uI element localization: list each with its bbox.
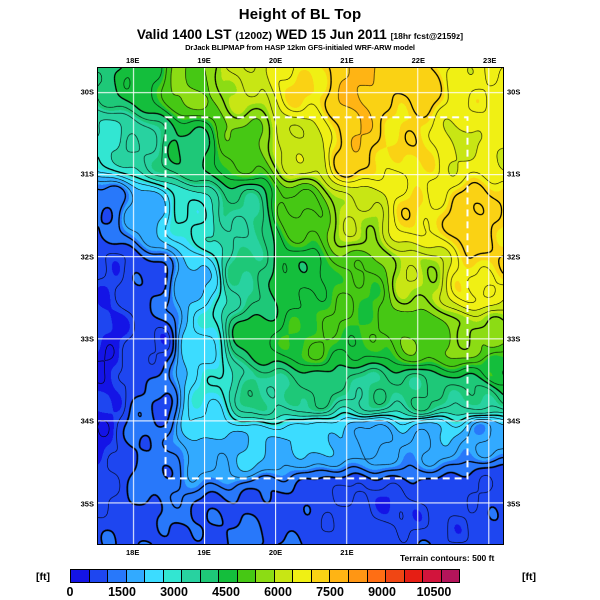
colorbar-tick-4500: 4500 — [212, 585, 240, 599]
lon-tick-bottom-19E: 19E — [197, 548, 211, 557]
colorbar-swatch-1 — [89, 570, 109, 582]
lat-tick-left-31S: 31S — [80, 169, 94, 179]
lat-tick-right-32S: 32S — [507, 252, 521, 262]
colorbar-swatch-3 — [126, 570, 146, 582]
colorbar-tick-3000: 3000 — [160, 585, 188, 599]
colorbar-swatch-19 — [423, 570, 442, 582]
colorbar-swatch-6 — [182, 570, 201, 582]
lat-tick-left-33S: 33S — [80, 334, 94, 344]
colorbar-swatch-4 — [145, 570, 164, 582]
lon-tick-top-19E: 19E — [197, 56, 211, 65]
colorbar-tick-7500: 7500 — [316, 585, 344, 599]
colorbar-swatch-14 — [330, 570, 349, 582]
lat-tick-left-35S: 35S — [80, 499, 94, 509]
valid-date: WED 15 Jun 2011 — [275, 27, 387, 42]
lon-tick-top-23E: 23E — [483, 56, 497, 65]
colorbar-tick-9000: 9000 — [368, 585, 396, 599]
colorbar-swatch-8 — [219, 570, 238, 582]
lon-tick-top-22E: 22E — [411, 56, 425, 65]
lat-tick-right-35S: 35S — [507, 499, 521, 509]
lon-tick-bottom-20E: 20E — [268, 548, 283, 557]
colorbar-swatch-2 — [108, 570, 127, 582]
lat-tick-left-34S: 34S — [80, 416, 94, 426]
valid-time-prefix: Valid 1400 LST — [136, 27, 232, 42]
colorbar-swatch-12 — [293, 570, 312, 582]
lon-tick-bottom-18E: 18E — [126, 548, 140, 557]
model-source-note: DrJack BLIPMAP from HASP 12km GFS-initia… — [185, 43, 415, 52]
page-title: Height of BL Top — [238, 6, 362, 23]
valid-time-utc: (1200Z) — [235, 30, 272, 42]
lat-tick-right-31S: 31S — [507, 169, 521, 179]
terrain-contour-note: Terrain contours: 500 ft — [400, 553, 495, 563]
lat-tick-left-32S: 32S — [80, 252, 94, 262]
forecast-map[interactable] — [97, 67, 504, 545]
lat-tick-right-30S: 30S — [507, 87, 521, 97]
colorbar-swatch-16 — [367, 570, 387, 582]
colorbar-swatch-17 — [386, 570, 405, 582]
colorbar-swatch-7 — [200, 570, 220, 582]
valid-time-line: Valid 1400 LST (1200Z) WED 15 Jun 2011 [… — [0, 27, 600, 42]
colorbar-swatch-11 — [274, 570, 294, 582]
colorbar-tick-10500: 10500 — [416, 585, 452, 599]
colorbar-unit-left: [ft] — [36, 571, 50, 583]
forecast-hour-tag: [18hr fcst@2159z] — [390, 31, 464, 41]
colorbar-swatch-20 — [441, 570, 460, 582]
lon-tick-top-20E: 20E — [268, 56, 283, 65]
colorbar-swatch-10 — [256, 570, 275, 582]
colorbar-unit-right: [ft] — [522, 571, 536, 583]
lat-tick-left-30S: 30S — [80, 87, 94, 97]
colorbar-swatch-18 — [404, 570, 424, 582]
colorbar-swatch-13 — [311, 570, 331, 582]
colorbar-tick-0: 0 — [66, 585, 74, 599]
lon-tick-top-21E: 21E — [340, 56, 354, 65]
colorbar-swatch-15 — [348, 570, 368, 582]
colorbar-swatch-9 — [237, 570, 257, 582]
lat-tick-right-34S: 34S — [507, 416, 521, 426]
colorbar[interactable] — [70, 569, 460, 583]
colorbar-swatch-5 — [163, 570, 183, 582]
colorbar-swatch-0 — [71, 570, 90, 582]
bl-top-height-field — [98, 68, 503, 544]
lon-tick-top-18E: 18E — [126, 56, 140, 65]
colorbar-tick-6000: 6000 — [264, 585, 292, 599]
lon-tick-bottom-21E: 21E — [340, 548, 354, 557]
colorbar-tick-1500: 1500 — [108, 585, 136, 599]
lat-tick-right-33S: 33S — [507, 334, 521, 344]
